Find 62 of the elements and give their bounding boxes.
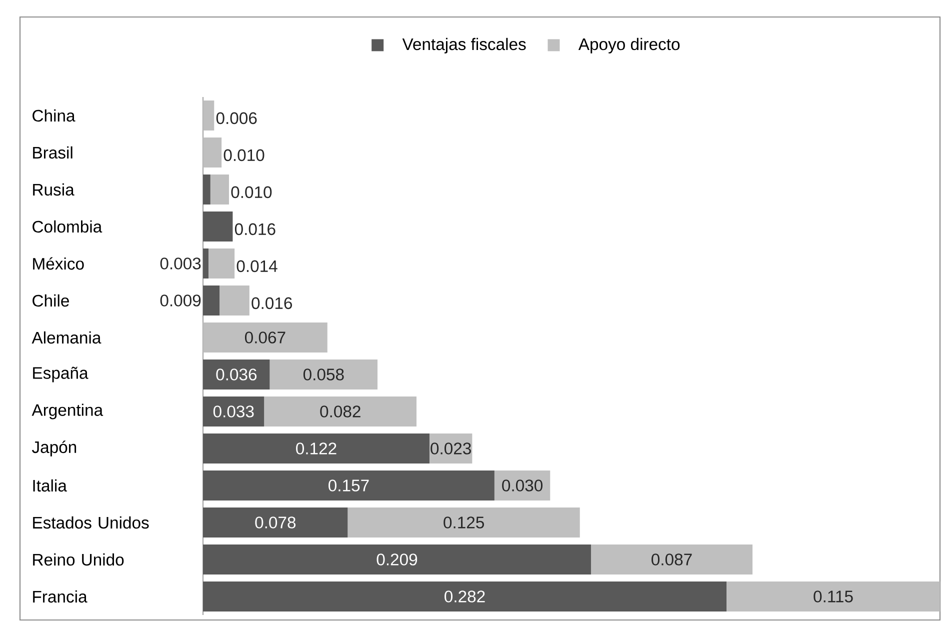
bar bbox=[208, 248, 235, 278]
data-label: 0.209 bbox=[376, 554, 418, 566]
data-label: 0.030 bbox=[502, 480, 542, 492]
bar bbox=[203, 286, 220, 316]
y-tick-label: Italia bbox=[33, 479, 67, 492]
data-label: 0.016 bbox=[252, 297, 292, 310]
y-tick-label: Estados Unidos bbox=[33, 516, 149, 529]
data-label: 0.003 bbox=[160, 258, 201, 270]
bar bbox=[726, 582, 940, 612]
bar bbox=[203, 360, 270, 390]
data-label: 0.006 bbox=[216, 112, 257, 124]
data-label: 0.009 bbox=[160, 294, 201, 306]
bar bbox=[203, 212, 233, 242]
bar bbox=[590, 544, 753, 574]
y-tick-label: España bbox=[33, 366, 88, 382]
legend-label: Ventajas fiscales bbox=[402, 38, 526, 54]
data-label: 0.010 bbox=[231, 186, 272, 198]
data-label: 0.157 bbox=[328, 480, 369, 492]
bar bbox=[203, 248, 209, 278]
y-tick-label: Chile bbox=[32, 294, 69, 307]
y-tick-label: Rusia bbox=[33, 183, 74, 196]
data-label: 0.087 bbox=[652, 554, 692, 566]
legend-label: Apoyo directo bbox=[578, 38, 680, 54]
y-tick-label: Alemania bbox=[32, 331, 102, 344]
data-label: 0.082 bbox=[320, 406, 360, 418]
bar bbox=[203, 582, 727, 612]
bar bbox=[203, 100, 214, 130]
y-tick-label: Japón bbox=[32, 440, 76, 456]
data-label: 0.023 bbox=[430, 442, 471, 454]
y-tick-label: Reino Unido bbox=[33, 553, 124, 566]
data-label: 0.033 bbox=[213, 406, 254, 418]
data-label: 0.014 bbox=[236, 260, 278, 272]
data-label: 0.067 bbox=[244, 332, 286, 344]
y-tick-label: Brasil bbox=[33, 146, 72, 159]
bar bbox=[220, 286, 250, 316]
data-label: 0.078 bbox=[255, 516, 296, 528]
bar bbox=[348, 508, 580, 538]
bar bbox=[203, 434, 430, 464]
y-tick-label: Francia bbox=[33, 590, 88, 603]
bar bbox=[203, 544, 591, 574]
data-label: 0.010 bbox=[224, 149, 264, 162]
data-label: 0.036 bbox=[216, 368, 257, 380]
y-tick-label: China bbox=[32, 109, 76, 122]
data-label: 0.282 bbox=[444, 590, 485, 602]
bar bbox=[203, 322, 328, 352]
data-label: 0.115 bbox=[814, 590, 853, 602]
data-label: 0.058 bbox=[303, 368, 344, 380]
y-tick-label: Colombia bbox=[32, 220, 102, 233]
y-tick-label: México bbox=[33, 257, 84, 270]
data-label: 0.125 bbox=[444, 516, 484, 528]
y-tick-label: Argentina bbox=[32, 404, 104, 420]
bar bbox=[270, 360, 378, 390]
bar bbox=[203, 174, 210, 204]
bar bbox=[203, 508, 348, 538]
bar bbox=[494, 470, 550, 500]
bar bbox=[264, 396, 416, 426]
bar bbox=[210, 174, 229, 204]
bar bbox=[203, 470, 494, 500]
data-label: 0.016 bbox=[234, 223, 276, 236]
bar bbox=[203, 396, 264, 426]
data-label: 0.122 bbox=[296, 442, 336, 454]
bar bbox=[203, 138, 222, 168]
